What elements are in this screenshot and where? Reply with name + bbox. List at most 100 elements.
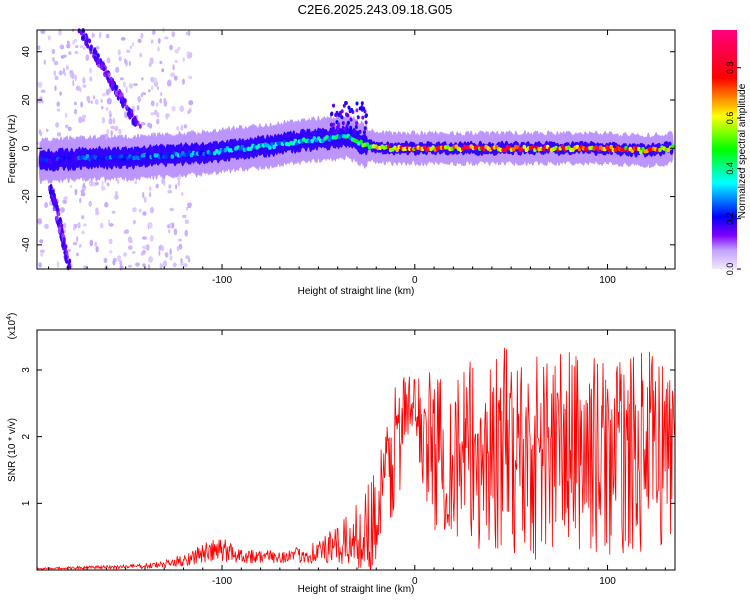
spectrogram-frame <box>36 29 676 270</box>
heatmap-noise-cell <box>111 210 116 214</box>
heatmap-streak-cell <box>55 215 59 221</box>
x-tick-label: -100 <box>212 576 232 587</box>
heatmap-noise-cell <box>83 265 87 270</box>
heatmap-noise-cell <box>45 128 49 132</box>
heatmap-noise-cell <box>100 98 103 104</box>
heatmap-bump-cell <box>352 131 356 136</box>
heatmap-noise-cell <box>51 48 56 55</box>
heatmap-noise-cell <box>177 126 180 131</box>
y-tick-label: 0 <box>21 145 32 151</box>
y-tick-label: 1 <box>21 500 32 506</box>
heatmap-noise-cell <box>53 70 57 77</box>
heatmap-noise-cell <box>188 100 194 106</box>
heatmap-noise-cell <box>133 219 136 225</box>
heatmap-bump-cell <box>337 122 340 127</box>
heatmap-noise-cell <box>168 184 172 189</box>
heatmap-noise-cell <box>169 207 175 212</box>
heatmap-noise-cell <box>105 33 110 39</box>
heatmap-noise-cell <box>157 37 161 44</box>
heatmap-core-cell <box>272 144 276 150</box>
heatmap-noise-cell <box>110 125 115 130</box>
heatmap-bump-cell <box>361 115 365 120</box>
colorbar-tick-label: 0.8 <box>725 61 735 74</box>
heatmap-noise-cell <box>90 180 93 186</box>
spectrogram-panel: -100 0 100 -40 -20 0 20 40 Height of straight … <box>7 27 676 297</box>
heatmap-noise-cell <box>114 125 119 132</box>
heatmap-noise-cell <box>180 124 184 131</box>
heatmap-noise-cell <box>149 57 154 65</box>
colorbar: 0.0 0.2 0.4 0.6 0.8 Normalized spectral ampl… <box>712 30 748 275</box>
heatmap-noise-cell <box>136 105 140 111</box>
heatmap-noise-cell <box>127 236 133 243</box>
heatmap-noise-cell <box>73 101 77 106</box>
heatmap-core-cell <box>386 144 391 149</box>
heatmap-noise-cell <box>185 31 189 36</box>
heatmap-noise-cell <box>56 132 62 137</box>
heatmap-noise-cell <box>106 57 111 64</box>
heatmap-noise-cell <box>170 72 175 77</box>
heatmap-core-cell <box>639 150 643 155</box>
heatmap-streak-cell <box>96 59 100 65</box>
heatmap-noise-cell <box>101 105 104 110</box>
heatmap-noise-cell <box>40 89 46 93</box>
heatmap-bump-cell <box>344 101 348 105</box>
heatmap-noise-cell <box>178 243 183 250</box>
x-tick-label: 0 <box>412 576 418 587</box>
heatmap-noise-cell <box>89 239 94 247</box>
heatmap-core-cell <box>119 154 124 159</box>
heatmap-streak-cell <box>53 202 57 208</box>
heatmap-noise-cell <box>117 256 121 262</box>
snr-frame <box>36 329 676 571</box>
heatmap-noise-cell <box>149 123 153 129</box>
heatmap-noise-cell <box>155 102 159 107</box>
heatmap-noise-cell <box>124 58 127 64</box>
heatmap-core-cell <box>359 139 363 144</box>
heatmap-noise-cell <box>98 31 102 39</box>
heatmap-noise-cell <box>142 236 147 240</box>
heatmap-noise-cell <box>114 194 119 200</box>
heatmap-noise-cell <box>79 87 82 93</box>
heatmap-noise-cell <box>52 57 55 62</box>
heatmap-noise-cell <box>155 183 159 189</box>
heatmap-noise-cell <box>100 185 106 191</box>
heatmap-noise-cell <box>141 92 147 96</box>
heatmap-core-cell <box>249 146 253 151</box>
heatmap-noise-cell <box>63 196 68 201</box>
heatmap-bump-cell <box>349 117 353 122</box>
heatmap-noise-cell <box>109 250 113 254</box>
heatmap-streak-cell <box>111 86 115 92</box>
heatmap-core-cell <box>609 144 613 150</box>
heatmap-noise-cell <box>153 77 157 83</box>
heatmap-streak-cell <box>119 92 123 98</box>
heatmap-noise-cell <box>102 92 106 97</box>
heatmap-noise-cell <box>159 98 162 104</box>
heatmap-streak-cell <box>114 90 118 96</box>
heatmap-noise-cell <box>149 234 154 242</box>
heatmap-noise-cell <box>142 245 147 250</box>
heatmap-streak-cell <box>111 80 115 86</box>
heatmap-noise-cell <box>159 60 163 65</box>
heatmap-bump-cell <box>348 109 352 114</box>
heatmap-noise-cell <box>54 85 57 91</box>
colorbar-tick-label: 0.0 <box>725 263 735 276</box>
y-tick-label: 40 <box>21 46 32 58</box>
heatmap-noise-cell <box>59 91 62 96</box>
heatmap-noise-cell <box>79 44 83 49</box>
heatmap-noise-cell <box>75 85 81 91</box>
heatmap-noise-cell <box>82 182 86 189</box>
heatmap-noise-cell <box>186 206 189 211</box>
heatmap-noise-cell <box>41 99 44 104</box>
spectrogram-y-axis-label: Frequency (Hz) <box>7 115 18 184</box>
heatmap-core-cell <box>268 145 272 150</box>
heatmap-noise-cell <box>77 222 81 229</box>
heatmap-noise-cell <box>118 128 122 135</box>
heatmap-noise-cell <box>119 260 123 267</box>
snr-panel: -100 0 100 1 2 3 Height of straight line (km… <box>6 313 676 595</box>
y-tick-label: 3 <box>21 367 32 373</box>
heatmap-noise-cell <box>92 95 96 100</box>
heatmap-noise-cell <box>90 100 93 104</box>
heatmap-streak-cell <box>62 237 66 243</box>
heatmap-noise-cell <box>62 199 67 204</box>
snr-x-axis-label: Height of straight line (km) <box>298 584 415 595</box>
heatmap-noise-cell <box>131 42 135 47</box>
